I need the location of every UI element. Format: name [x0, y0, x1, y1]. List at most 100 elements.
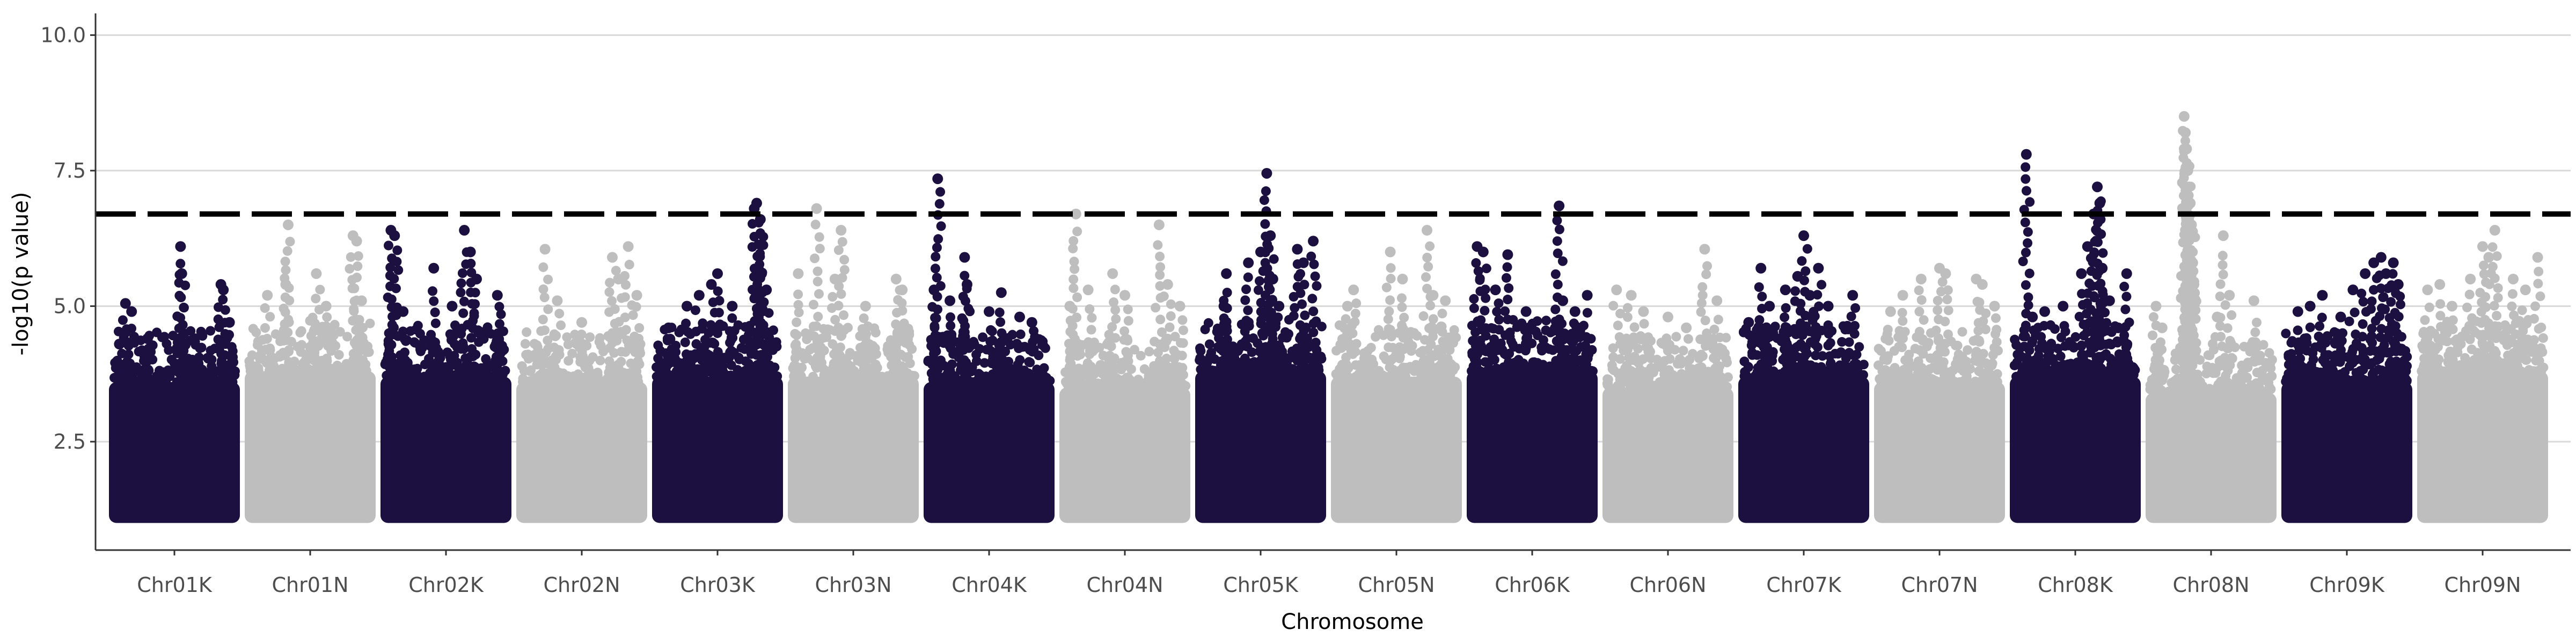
point [808, 371, 818, 382]
point [1683, 334, 1693, 344]
point [1111, 314, 1121, 324]
point [2092, 218, 2103, 228]
point [2530, 301, 2541, 311]
point [1222, 288, 1232, 298]
peak-point [984, 306, 994, 317]
point [2120, 304, 2131, 314]
point [2293, 355, 2303, 365]
x-tick-label-9: Chr05N [1358, 573, 1435, 597]
y-tick-label-3: 10.0 [40, 23, 86, 47]
point [1222, 366, 1232, 376]
point [2043, 352, 2053, 362]
point [1550, 304, 1561, 314]
point [2119, 363, 2129, 374]
point [2538, 333, 2548, 343]
point [1005, 340, 1015, 350]
point [748, 371, 758, 382]
point [391, 283, 401, 294]
point [2534, 266, 2544, 276]
point [2024, 345, 2035, 355]
point [1533, 358, 1543, 368]
point [631, 302, 641, 312]
point [1715, 342, 1725, 353]
point [946, 377, 956, 387]
x-tick-label-3: Chr02N [543, 573, 620, 597]
point [932, 273, 942, 283]
point [712, 328, 722, 338]
point [899, 318, 909, 328]
point [1381, 282, 1392, 292]
point [284, 283, 294, 293]
point [2438, 366, 2448, 376]
point [2434, 354, 2444, 364]
point [1151, 373, 1161, 383]
point [2484, 323, 2494, 333]
point [585, 332, 595, 342]
point [2028, 363, 2038, 374]
point [1851, 358, 1861, 369]
point [631, 377, 641, 387]
point [1533, 330, 1543, 340]
point [2101, 371, 2111, 382]
point [1476, 315, 1486, 325]
point [127, 377, 137, 387]
point [1826, 363, 1836, 374]
point [620, 312, 630, 323]
point [1846, 311, 1856, 321]
point [416, 342, 426, 352]
point [1204, 339, 1214, 349]
point [1386, 274, 1396, 284]
point [1876, 346, 1886, 356]
point [2358, 297, 2368, 307]
point [1623, 345, 1633, 355]
point [620, 270, 630, 281]
point [2396, 332, 2406, 342]
point [2148, 330, 2158, 340]
point [1581, 332, 1591, 342]
point [1174, 362, 1184, 372]
point [175, 259, 186, 269]
peak-point [1897, 290, 1908, 301]
point [994, 344, 1005, 354]
point [2239, 341, 2249, 352]
point [1068, 244, 1078, 254]
point [704, 350, 714, 361]
point [612, 335, 622, 346]
peak-point [693, 290, 705, 301]
point [575, 357, 586, 367]
point [1802, 326, 1812, 336]
point [1069, 374, 1079, 384]
point [419, 371, 429, 382]
point [1823, 340, 1833, 350]
point [2089, 249, 2099, 259]
point [1650, 380, 1660, 391]
point [1116, 382, 1126, 392]
point [2163, 386, 2174, 397]
peak-point [996, 287, 1007, 298]
point [321, 353, 332, 363]
point [620, 368, 630, 378]
point [2469, 326, 2479, 336]
point [1796, 339, 1806, 349]
point [2464, 289, 2475, 299]
point [813, 266, 823, 276]
point [1399, 312, 1409, 323]
point [1987, 358, 1997, 369]
point [1121, 347, 1131, 357]
point [1537, 346, 1547, 356]
point [947, 359, 957, 369]
point [1243, 272, 1253, 282]
dense-points-Chr02N [516, 382, 647, 523]
point [2025, 197, 2035, 207]
point [1629, 322, 1640, 332]
point [2521, 355, 2531, 365]
peak-point [1798, 230, 1809, 241]
point [1133, 375, 1144, 385]
point [225, 369, 235, 379]
point [999, 377, 1009, 387]
point [1265, 284, 1275, 295]
point [1662, 382, 1672, 392]
point [674, 327, 684, 338]
point [1897, 342, 1907, 353]
peak-point [2304, 301, 2316, 312]
